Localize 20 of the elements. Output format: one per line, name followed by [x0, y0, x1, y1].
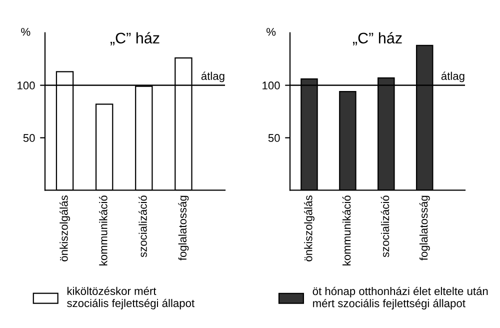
ref-line-label: átlag	[441, 72, 464, 82]
x-tick-label: önkiszolgálás	[304, 196, 314, 262]
chart-title: „C” ház	[353, 32, 402, 46]
x-tick-label: foglalatosság	[178, 196, 189, 260]
y-axis-title: %	[21, 28, 30, 36]
y-tick-label: 50	[268, 134, 280, 142]
x-tick-label: szocializáció	[380, 196, 390, 258]
ref-line-label: átlag	[201, 72, 224, 82]
chart-title: „C” ház	[110, 32, 160, 46]
y-tick-label: 100	[18, 82, 35, 90]
legend-label: öt hónap otthonházi élet eltelte után mért szociális fejlettségi állapot	[312, 286, 488, 310]
x-tick-label: szocializáció	[138, 196, 147, 258]
x-tick-label: önkiszolgálás	[60, 196, 70, 262]
x-tick-label: foglalatosság	[419, 196, 430, 260]
x-tick-label: kommunikáció	[99, 196, 108, 266]
legend-label: kiköltözéskor mért szociális fejlettségi állapot	[67, 286, 194, 310]
y-tick-label: 50	[23, 134, 35, 142]
y-tick-label: 100	[262, 82, 280, 90]
y-axis-title: %	[266, 28, 276, 36]
x-tick-label: kommunikáció	[342, 196, 351, 266]
